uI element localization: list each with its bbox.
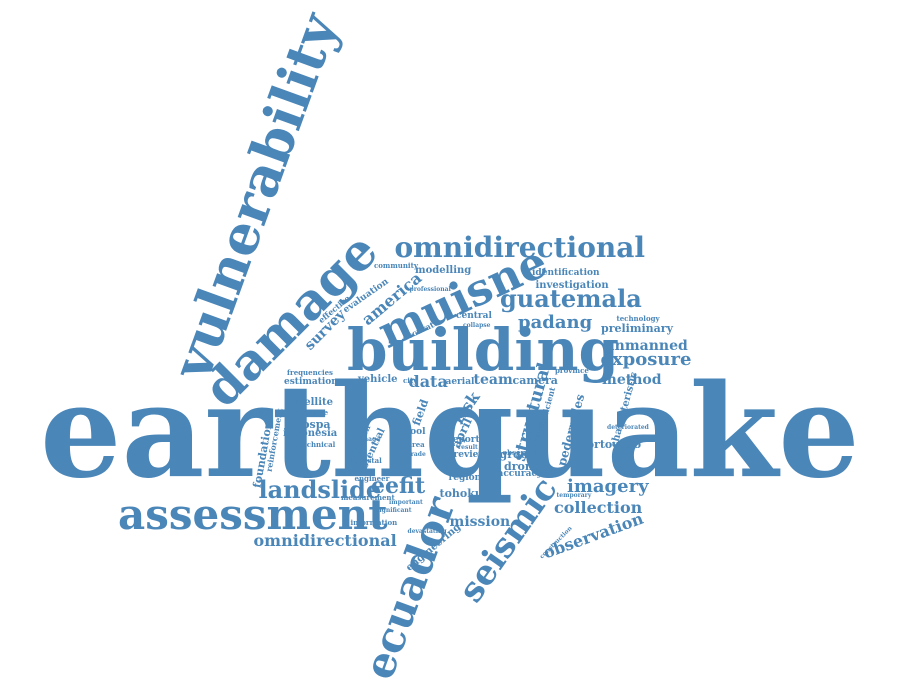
cloud-word: modelling [415, 265, 472, 276]
cloud-word: grade [406, 451, 426, 458]
cloud-word: ground [499, 447, 545, 461]
cloud-word: camera [512, 373, 558, 387]
cloud-word: imagery [567, 476, 649, 497]
cloud-word: extensive [291, 407, 329, 417]
cloud-word: significant [376, 507, 412, 514]
cloud-word: exposure [600, 349, 692, 370]
cloud-word: observed [502, 447, 538, 457]
cloud-word: region [448, 472, 482, 483]
cloud-word: collapse [463, 322, 491, 329]
cloud-word: temporary [556, 492, 592, 499]
cloud-word: data [408, 372, 448, 391]
cloud-word: coastal [354, 455, 382, 465]
cloud-word: engineer [354, 473, 390, 483]
cloud-word: report [448, 434, 480, 445]
cloud-word: padang [518, 312, 593, 333]
cloud-word: geospa [287, 417, 331, 431]
cloud-word: collection [554, 498, 643, 517]
cloud-word: omnidirectional [253, 531, 397, 550]
cloud-word: mission [449, 514, 511, 530]
cloud-word: technology [616, 313, 660, 323]
cloud-word: area [407, 439, 425, 449]
cloud-word: team [473, 372, 513, 388]
cloud-word: investigation [535, 280, 609, 291]
cloud-word: assessment [118, 490, 388, 539]
cloud-word: method [602, 372, 662, 388]
cloud-word: portoviejo [579, 437, 642, 451]
cloud-word: frequencies [287, 367, 333, 377]
cloud-word: geotechnical [285, 439, 336, 449]
cloud-word: omnidirectional [394, 231, 646, 264]
cloud-word: landslide [258, 475, 382, 504]
cloud-word: tohoku [439, 486, 483, 500]
cloud-word: province [555, 365, 589, 375]
cloud-word: earthquake [40, 357, 860, 507]
cloud-word: indonesia [283, 428, 338, 439]
cloud-word: central [456, 310, 492, 321]
cloud-word: drone [504, 459, 540, 473]
cloud-word: accuracy [497, 468, 543, 479]
cloud-word: city [403, 375, 418, 385]
cloud-word: information [350, 517, 398, 527]
cloud-word: devastating [407, 528, 447, 535]
cloud-word: community [374, 260, 418, 270]
cloud-word: image [359, 436, 381, 443]
cloud-word: important [389, 499, 423, 506]
cloud-word: estimation [284, 376, 338, 387]
cloud-word: satellite [287, 397, 333, 408]
cloud-word: eefit [371, 473, 426, 499]
cloud-word: aerial [445, 376, 475, 387]
cloud-word: guatemala [500, 284, 642, 313]
cloud-word: measurement [341, 492, 395, 502]
cloud-word: tool [406, 426, 426, 437]
cloud-word: vehicle [358, 374, 398, 385]
cloud-word: building [347, 316, 620, 384]
cloud-word: review [453, 449, 487, 460]
cloud-word: unmanned [604, 338, 688, 354]
cloud-word: result [458, 444, 478, 451]
cloud-word: identification [532, 267, 600, 278]
cloud-word: preliminary [601, 321, 673, 335]
cloud-word: deteriorated [607, 424, 649, 431]
cloud-word: professional [409, 286, 451, 293]
